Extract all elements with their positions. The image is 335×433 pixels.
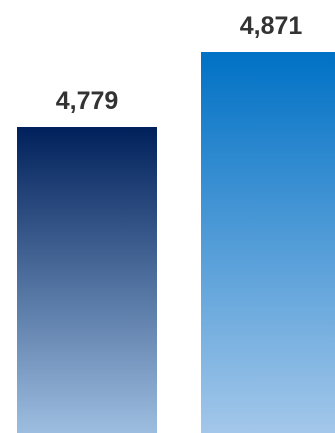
data-label-2: 4,871 (240, 12, 303, 40)
bar-1 (17, 127, 157, 433)
data-labels-layer: 4,779 4,871 (56, 12, 303, 115)
bars-layer (17, 52, 335, 433)
bar-2 (201, 52, 335, 433)
data-label-1: 4,779 (56, 87, 119, 115)
